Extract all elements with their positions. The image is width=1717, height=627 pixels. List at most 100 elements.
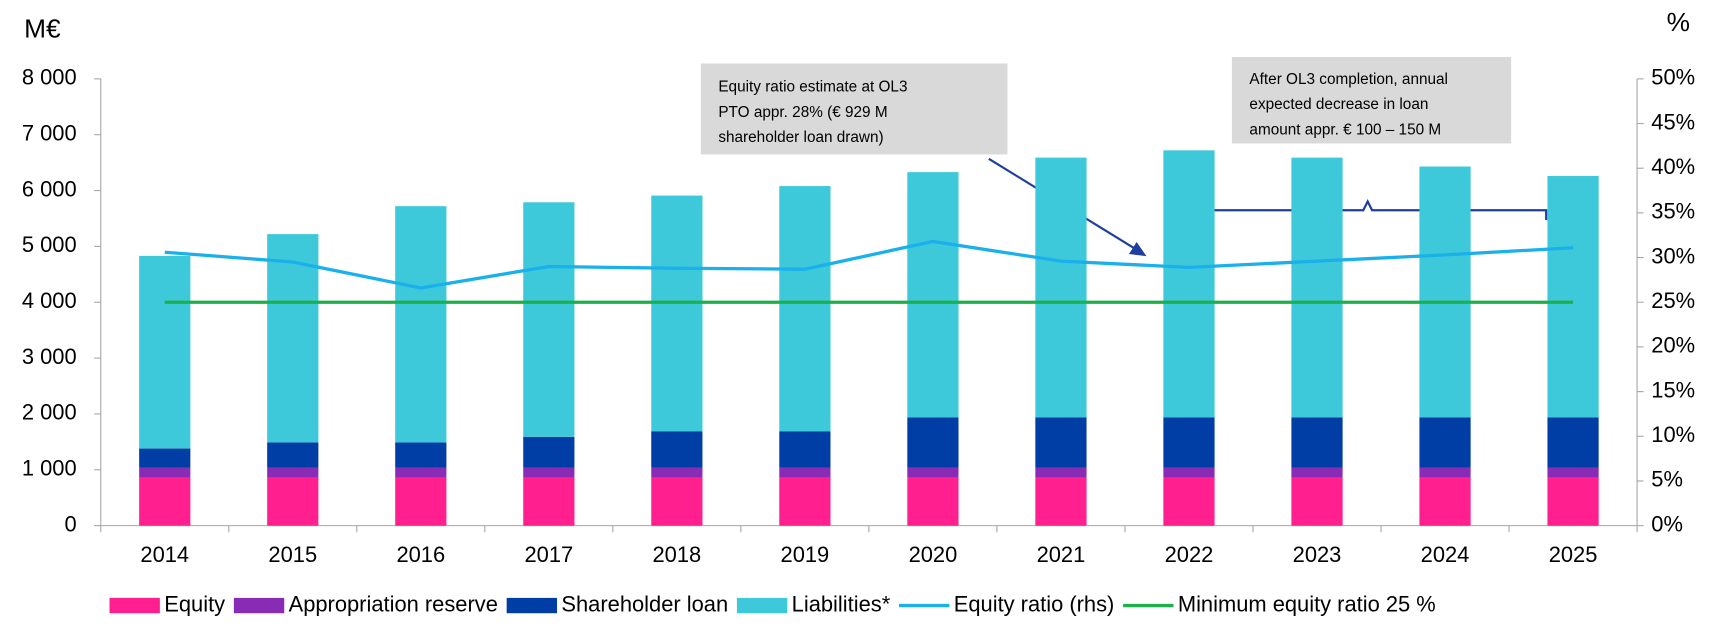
y-tick-label: 8 000 [22,65,77,90]
bar [1547,467,1599,478]
x-tick-label: 2023 [1293,542,1342,567]
y2-tick-label: 20% [1651,333,1695,358]
y2-tick-label: 40% [1651,154,1695,179]
bar [139,477,191,526]
bar [1035,417,1087,468]
legend-swatch [506,597,558,614]
legend-label: Appropriation reserve [289,591,498,616]
y-tick-label: 2 000 [22,400,77,425]
bar [523,436,575,468]
y2-tick-label: 30% [1651,243,1695,268]
x-tick-label: 2014 [140,542,189,567]
bar [1291,467,1343,478]
y2-tick-label: 10% [1651,422,1695,447]
y-tick-label: 7 000 [22,120,77,145]
annotation-text: After OL3 completion, annual [1249,71,1448,88]
legend-swatch [109,597,160,614]
bar [1547,176,1599,418]
bar [779,467,831,478]
bar [1035,467,1087,478]
bar [139,467,191,478]
y-tick-label: 3 000 [22,344,77,369]
bar [1163,467,1215,478]
bar [1547,417,1599,468]
annotation-box [700,63,1008,155]
y2-axis-title: % [1667,7,1690,37]
annotation-text: amount appr. € 100 – 150 M [1249,121,1441,138]
bar [267,442,319,468]
legend-label: Liabilities* [792,591,891,616]
y-tick-label: 1 000 [22,456,77,481]
bar [267,234,319,443]
x-tick-label: 2019 [781,542,830,567]
annotation-text: Equity ratio estimate at OL3 [718,79,907,96]
bar [1419,417,1471,468]
legend-swatch [233,597,285,614]
bar [907,172,959,418]
x-tick-label: 2016 [396,542,445,567]
bar [1163,417,1215,468]
y2-tick-label: 35% [1651,199,1695,224]
arrow-head [1128,242,1147,257]
annotation-text: expected decrease in loan [1249,96,1428,113]
y-tick-label: 6 000 [22,176,77,201]
bar [1291,157,1343,418]
bar [651,477,703,526]
bar [651,195,703,432]
y-tick-label: 0 [64,511,76,536]
x-tick-label: 2017 [524,542,573,567]
bar [267,467,319,478]
bar [1035,157,1087,418]
bar [907,417,959,468]
legend-label: Shareholder loan [561,591,728,616]
y-tick-label: 4 000 [22,288,77,313]
x-tick-label: 2024 [1421,542,1470,567]
x-tick-label: 2025 [1549,542,1598,567]
bar [1291,417,1343,468]
y2-tick-label: 5% [1651,467,1683,492]
x-tick-label: 2022 [1165,542,1214,567]
y2-tick-label: 25% [1651,288,1695,313]
bar [779,477,831,526]
bar [139,448,191,468]
line [164,239,1574,290]
legend-label: Equity [164,591,225,616]
x-tick-label: 2018 [653,542,702,567]
bar [779,431,831,468]
x-tick-label: 2020 [909,542,958,567]
y2-tick-label: 50% [1651,65,1695,90]
y2-tick-label: 45% [1651,109,1695,134]
bar [395,206,447,443]
brace [1189,199,1548,221]
legend-swatch [736,597,788,614]
bar [523,202,575,437]
bar [395,467,447,478]
y2-tick-label: 15% [1651,377,1695,402]
bar [267,477,319,526]
bar [523,467,575,478]
bar [139,255,191,449]
bar [907,467,959,478]
bar [1163,477,1215,526]
bar [523,477,575,526]
legend-label: Equity ratio (rhs) [954,591,1115,616]
bar [1163,150,1215,418]
y-tick-label: 5 000 [22,232,77,257]
bar [1419,166,1471,418]
bar [1419,477,1471,526]
bar [779,186,831,432]
legend-label: Minimum equity ratio 25 % [1178,591,1436,616]
bar [1547,477,1599,526]
x-tick-label: 2021 [1037,542,1086,567]
bar [1291,477,1343,526]
bar [907,477,959,526]
y-axis-title: M€ [24,14,61,44]
bar [395,477,447,526]
annotation-text: shareholder loan drawn) [718,129,883,146]
bar [1035,477,1087,526]
y2-tick-label: 0% [1651,511,1683,536]
x-tick-label: 2015 [268,542,317,567]
bar [651,467,703,478]
annotation-text: PTO appr. 28% (€ 929 M [718,104,887,121]
